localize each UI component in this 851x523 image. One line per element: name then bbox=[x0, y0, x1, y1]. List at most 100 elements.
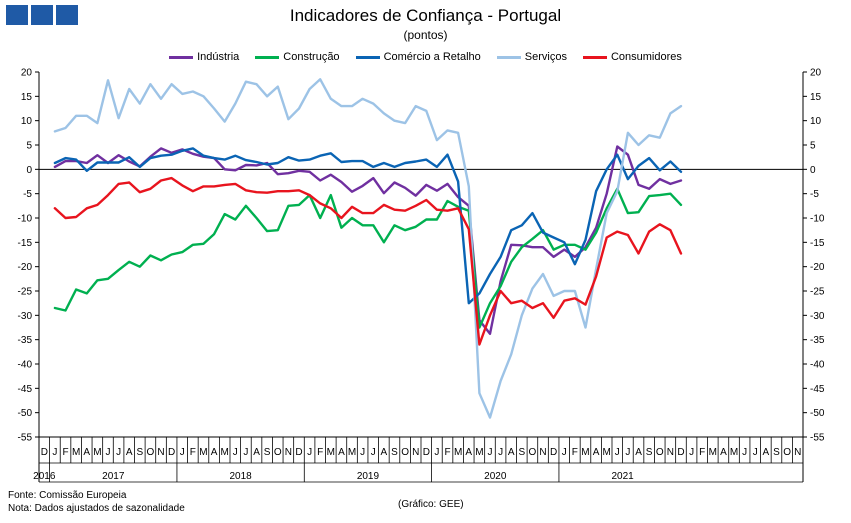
y-tick-label-left: -45 bbox=[18, 384, 33, 395]
month-label: J bbox=[105, 447, 110, 458]
legend-swatch bbox=[355, 55, 380, 59]
month-label: F bbox=[572, 447, 578, 458]
month-label: A bbox=[211, 447, 218, 458]
y-tick-label-left: 5 bbox=[26, 141, 32, 152]
month-label: M bbox=[348, 447, 356, 458]
legend-label: Indústria bbox=[197, 51, 240, 63]
month-label: D bbox=[168, 447, 175, 458]
month-label: O bbox=[274, 447, 282, 458]
y-tick-label-left: -15 bbox=[18, 238, 33, 249]
month-label: M bbox=[603, 447, 611, 458]
month-label: J bbox=[562, 447, 567, 458]
month-label: S bbox=[136, 447, 143, 458]
legend-label: Comércio a Retalho bbox=[383, 51, 481, 63]
month-label: A bbox=[126, 447, 133, 458]
series-line-consumidores bbox=[53, 176, 683, 346]
y-tick-label-right: 10 bbox=[810, 116, 822, 127]
month-label: F bbox=[190, 447, 196, 458]
chart-subtitle: (pontos) bbox=[403, 28, 448, 42]
series-line-constru-o bbox=[53, 187, 683, 329]
month-label: S bbox=[773, 447, 780, 458]
legend-swatch bbox=[169, 55, 194, 59]
month-label: S bbox=[518, 447, 525, 458]
y-tick-label-right: 0 bbox=[810, 165, 816, 176]
month-label: M bbox=[199, 447, 207, 458]
chart-legend: Indústria Construção Comércio a Retalho Ser… bbox=[0, 51, 851, 63]
month-label: S bbox=[391, 447, 398, 458]
month-label: M bbox=[327, 447, 335, 458]
legend-swatch bbox=[496, 55, 521, 59]
legend-item: Serviços bbox=[496, 51, 567, 63]
y-tick-label-right: 5 bbox=[810, 141, 816, 152]
month-label: J bbox=[434, 447, 439, 458]
month-label: A bbox=[508, 447, 515, 458]
y-tick-label-right: -50 bbox=[810, 408, 825, 419]
y-tick-label-left: 15 bbox=[21, 92, 33, 103]
month-label: O bbox=[783, 447, 791, 458]
month-label: O bbox=[656, 447, 664, 458]
year-label: 2017 bbox=[102, 471, 125, 482]
month-label: A bbox=[593, 447, 600, 458]
month-label: M bbox=[475, 447, 483, 458]
month-label: M bbox=[221, 447, 229, 458]
month-label: O bbox=[147, 447, 155, 458]
y-tick-label-right: -55 bbox=[810, 433, 825, 444]
month-label: N bbox=[285, 447, 292, 458]
month-label: J bbox=[243, 447, 248, 458]
month-label: M bbox=[72, 447, 80, 458]
year-label: 2020 bbox=[484, 471, 507, 482]
y-tick-label-right: -40 bbox=[810, 360, 825, 371]
y-tick-label-left: -55 bbox=[18, 433, 33, 444]
month-label: J bbox=[307, 447, 312, 458]
month-label: D bbox=[423, 447, 430, 458]
month-label: F bbox=[317, 447, 323, 458]
month-label: A bbox=[253, 447, 260, 458]
logo-block bbox=[6, 5, 28, 25]
y-tick-label-left: 0 bbox=[26, 165, 32, 176]
y-tick-label-left: -35 bbox=[18, 335, 33, 346]
month-label: M bbox=[730, 447, 738, 458]
adjustment-note: Nota: Dados ajustados de sazonalidade bbox=[8, 503, 185, 514]
series-line-com-rcio-a-retalho bbox=[53, 147, 683, 305]
month-label: J bbox=[52, 447, 57, 458]
month-label: N bbox=[412, 447, 419, 458]
month-label: A bbox=[720, 447, 727, 458]
month-label: J bbox=[116, 447, 121, 458]
month-label: S bbox=[264, 447, 271, 458]
month-label: D bbox=[677, 447, 684, 458]
legend-item: Comércio a Retalho bbox=[355, 51, 481, 63]
legend-item: Consumidores bbox=[582, 51, 682, 63]
month-label: O bbox=[529, 447, 537, 458]
month-label: M bbox=[709, 447, 717, 458]
y-tick-label-right: -45 bbox=[810, 384, 825, 395]
y-tick-label-left: -50 bbox=[18, 408, 33, 419]
series-line-servi-os bbox=[53, 78, 683, 419]
month-label: F bbox=[62, 447, 68, 458]
year-label: 2019 bbox=[357, 471, 380, 482]
y-tick-label-left: -40 bbox=[18, 360, 33, 371]
month-label: A bbox=[83, 447, 90, 458]
legend-label: Construção bbox=[283, 51, 340, 63]
month-label: M bbox=[581, 447, 589, 458]
month-label: A bbox=[465, 447, 472, 458]
month-label: M bbox=[454, 447, 462, 458]
month-label: J bbox=[753, 447, 758, 458]
y-tick-label-right: -20 bbox=[810, 262, 825, 273]
month-label: F bbox=[444, 447, 450, 458]
y-tick-label-right: -5 bbox=[810, 189, 819, 200]
month-label: J bbox=[233, 447, 238, 458]
month-label: N bbox=[539, 447, 546, 458]
legend-label: Serviços bbox=[524, 51, 567, 63]
month-label: J bbox=[371, 447, 376, 458]
y-tick-label-right: 20 bbox=[810, 68, 822, 79]
month-label: D bbox=[550, 447, 557, 458]
legend-swatch bbox=[582, 55, 607, 59]
logo-block bbox=[56, 5, 78, 25]
legend-item: Indústria bbox=[169, 51, 239, 63]
month-label: A bbox=[763, 447, 770, 458]
source-note: Fonte: Comissão Europeia bbox=[8, 490, 127, 501]
month-label: A bbox=[381, 447, 388, 458]
month-label: J bbox=[625, 447, 630, 458]
chart-title: Indicadores de Confiança - Portugal bbox=[289, 6, 562, 25]
